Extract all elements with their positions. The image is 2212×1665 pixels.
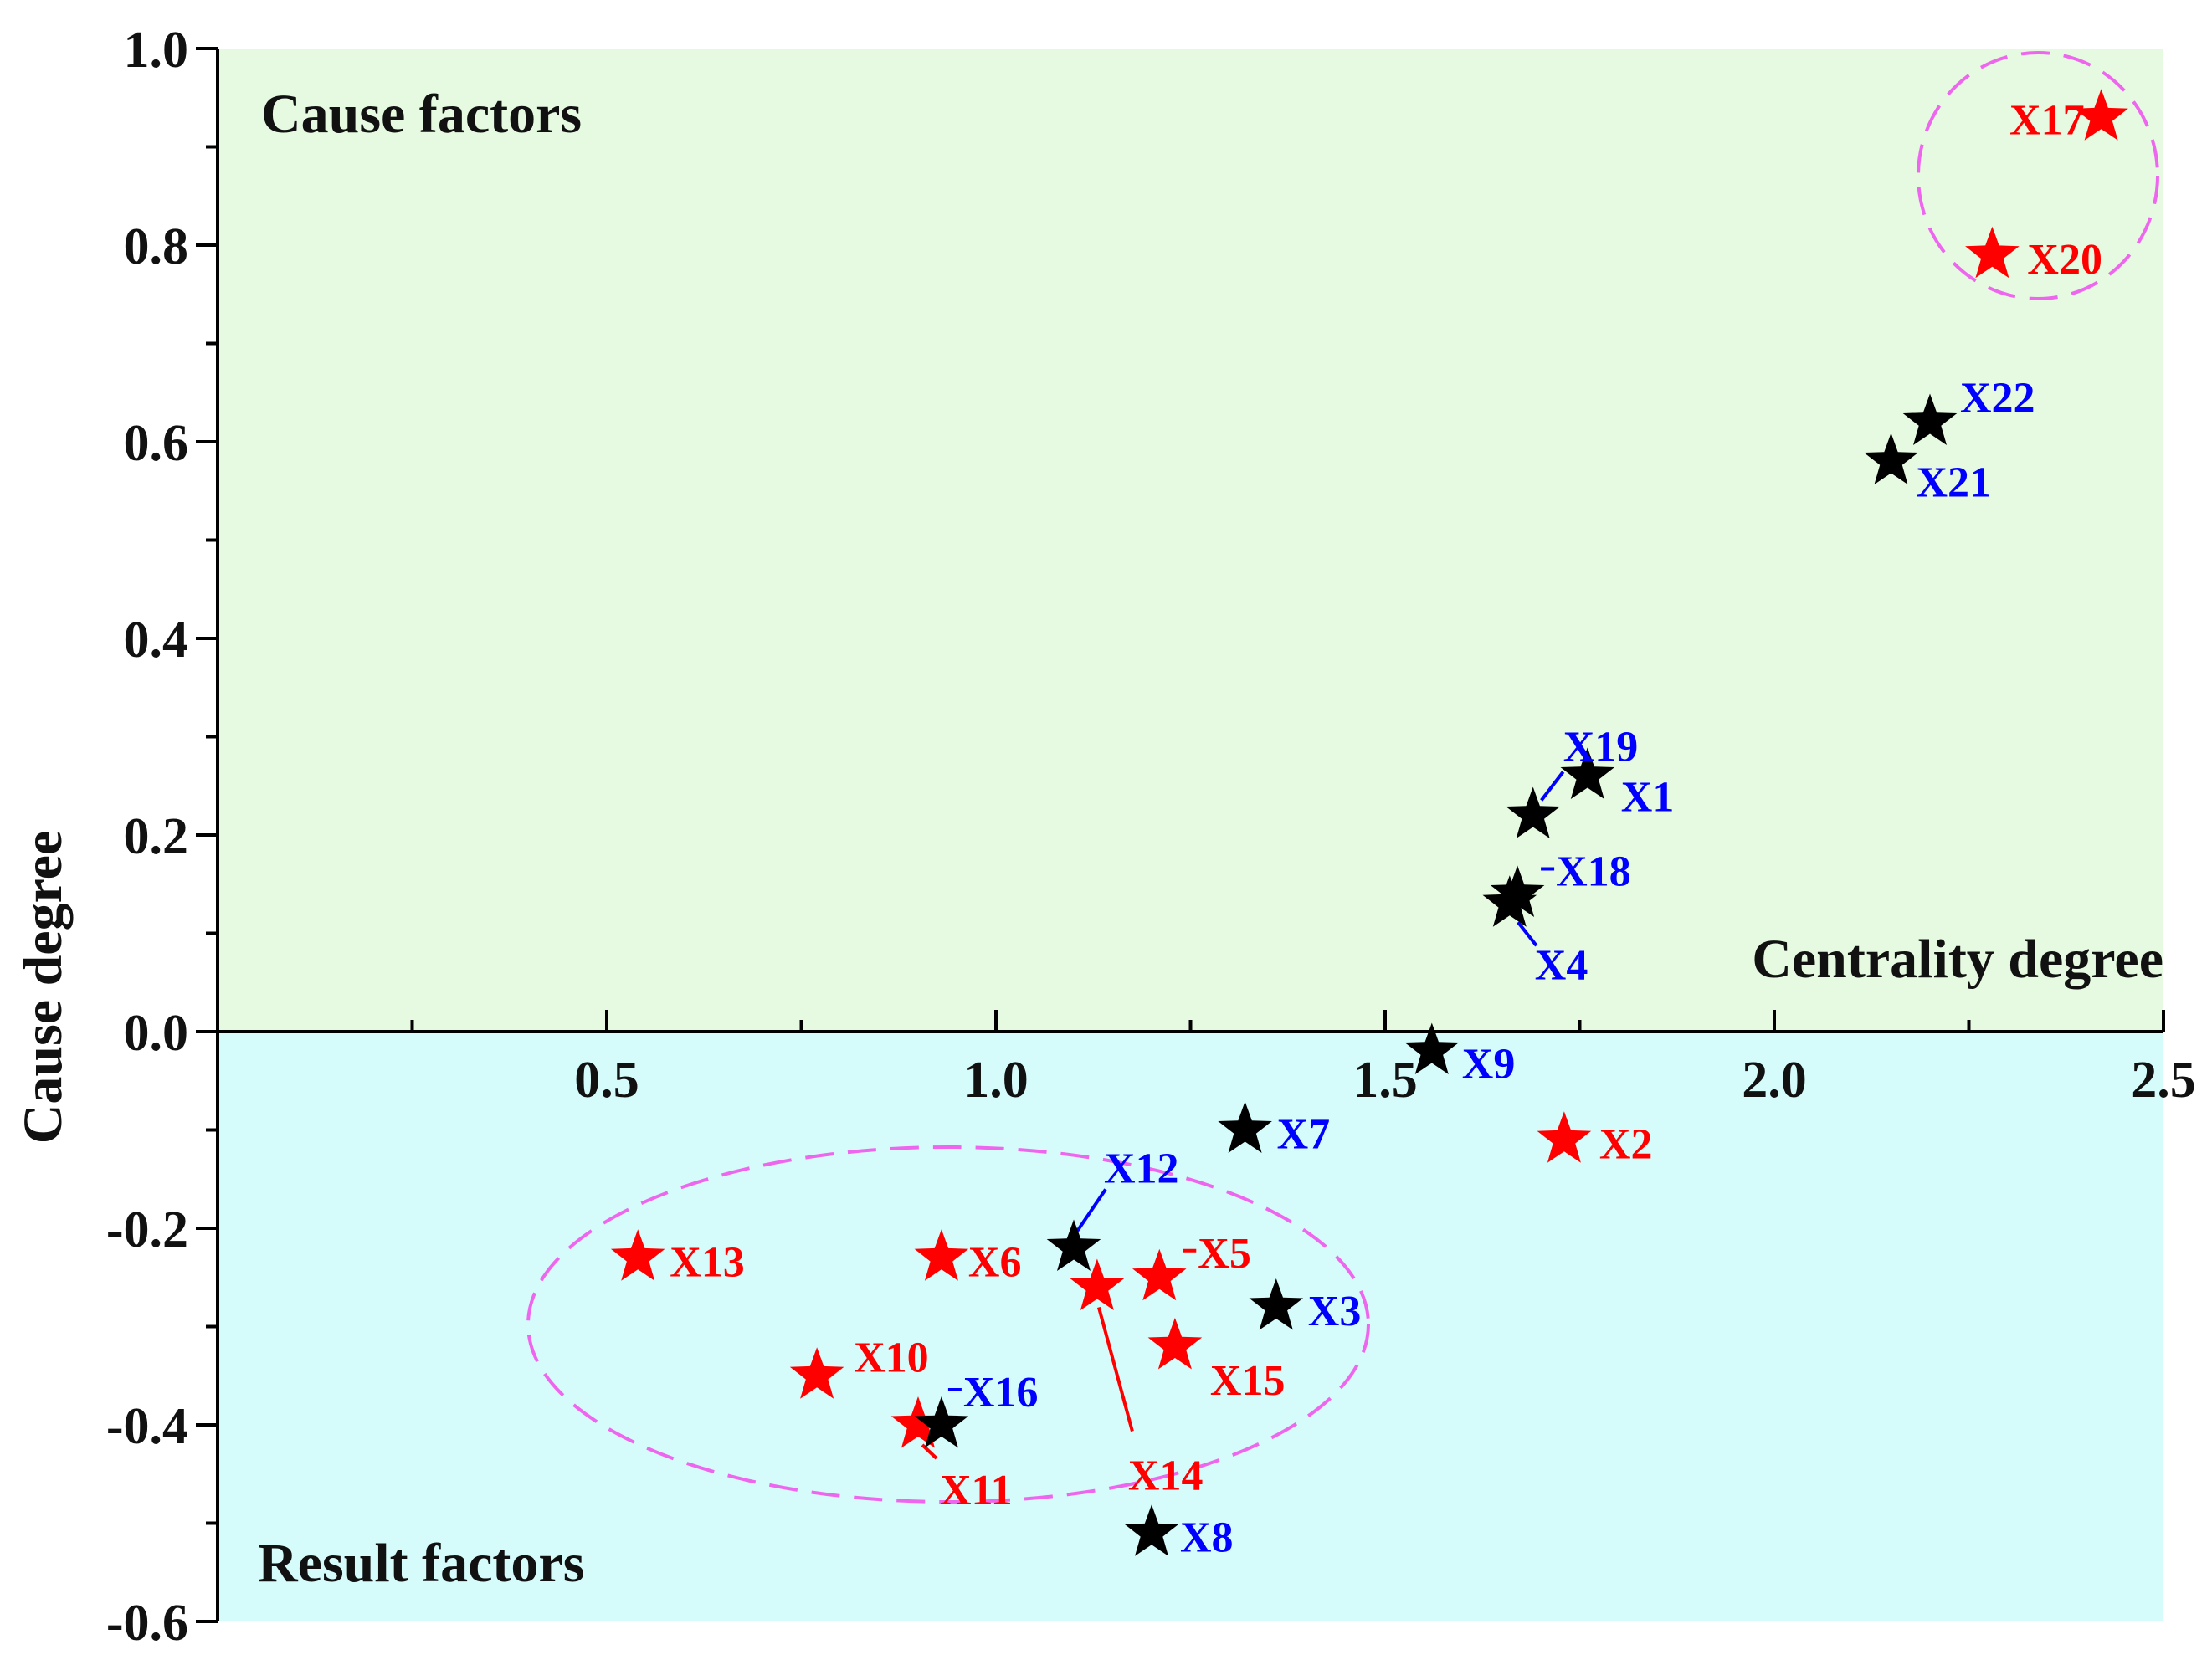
x-tick-label: 1.5 [1352, 1052, 1418, 1109]
leader-line-x11 [921, 1443, 938, 1460]
leader-line-x4 [1517, 921, 1538, 947]
point-label-x4: X4 [1535, 941, 1588, 989]
point-label-x21: X21 [1917, 459, 1992, 507]
point-star-x20 [1965, 226, 2020, 279]
point-label-x16: X16 [963, 1369, 1039, 1417]
leader-line-x12 [1072, 1188, 1107, 1237]
point-star-x21 [1864, 433, 1918, 484]
point-star-x3 [1249, 1278, 1304, 1330]
point-star-x22 [1902, 393, 1958, 445]
point-label-x1: X1 [1621, 774, 1675, 822]
point-label-x3: X3 [1308, 1288, 1362, 1335]
y-tick-label: 0.6 [124, 415, 189, 472]
y-tick-label: -0.6 [106, 1595, 188, 1652]
point-label-x10: X10 [854, 1334, 929, 1381]
cause-region-label: Cause factors [261, 84, 582, 145]
highlight-ellipses [526, 51, 2159, 1504]
leader-line-x19 [1540, 771, 1565, 802]
leader-line-x14 [1096, 1306, 1134, 1432]
point-star-x7 [1218, 1101, 1272, 1153]
point-star-x1 [1560, 747, 1615, 799]
point-label-x12: X12 [1104, 1145, 1179, 1193]
x-tick-label: 2.5 [2131, 1052, 2196, 1109]
point-label-x19: X19 [1563, 724, 1639, 771]
point-star-x8 [1124, 1504, 1179, 1556]
y-tick-label: -0.4 [106, 1398, 188, 1455]
y-tick-label: -0.2 [106, 1201, 188, 1258]
point-star-x11 [890, 1396, 946, 1448]
point-star-x17 [2074, 89, 2128, 141]
point-label-x2: X2 [1599, 1120, 1653, 1168]
label-leader-lines [921, 771, 1565, 1460]
point-star-x9 [1404, 1022, 1460, 1074]
point-label-x5: X5 [1198, 1230, 1251, 1278]
y-axis-title: Cause degree [13, 831, 74, 1145]
y-tick-label: 1.0 [124, 22, 189, 79]
data-points [610, 89, 2128, 1556]
y-tick-label: 0.8 [124, 218, 189, 275]
point-label-x7: X7 [1277, 1111, 1331, 1159]
x-axis-title: Centrality degree [1752, 929, 2163, 990]
key-cause-ellipse [1917, 51, 2159, 300]
axes: 1.0 0.8 0.6 0.4 0.2 0.0 -0.2 -0.4 -0.6 0.5 1.0 1.5 2… [106, 22, 2196, 1652]
y-tick-label: 0.0 [124, 1005, 189, 1062]
point-label-x17: X17 [2009, 96, 2085, 144]
point-star-x6 [914, 1229, 969, 1281]
point-label-x22: X22 [1960, 375, 2035, 423]
point-label-x11: X11 [940, 1467, 1013, 1514]
point-star-x12 [1046, 1219, 1101, 1271]
y-tick-label: 0.2 [124, 808, 189, 865]
cause-region [218, 49, 2163, 1032]
point-star-x16 [914, 1396, 969, 1448]
point-label-x13: X13 [670, 1238, 745, 1286]
point-star-x19 [1506, 786, 1560, 838]
point-label-x15: X15 [1210, 1357, 1286, 1405]
y-tick-label: 0.4 [124, 612, 189, 669]
point-star-x14 [1070, 1258, 1125, 1310]
point-label-x9: X9 [1462, 1041, 1516, 1089]
point-star-x2 [1537, 1111, 1592, 1163]
x-tick-label: 1.0 [963, 1052, 1029, 1109]
x-tick-label: 2.0 [1742, 1052, 1807, 1109]
point-label-x18: X18 [1556, 848, 1631, 896]
point-star-x13 [610, 1229, 665, 1281]
x-tick-label: 0.5 [574, 1052, 639, 1109]
result-region-label: Result factors [258, 1533, 584, 1594]
result-region [218, 1032, 2163, 1621]
point-star-x18 [1490, 865, 1545, 917]
point-label-x8: X8 [1180, 1514, 1234, 1561]
point-star-x15 [1147, 1318, 1203, 1370]
point-label-x6: X6 [968, 1238, 1022, 1286]
key-result-ellipse [526, 1145, 1370, 1504]
point-star-x5 [1132, 1248, 1187, 1301]
point-label-x20: X20 [2027, 236, 2102, 284]
point-label-x14: X14 [1128, 1452, 1204, 1500]
point-star-x10 [789, 1347, 844, 1399]
